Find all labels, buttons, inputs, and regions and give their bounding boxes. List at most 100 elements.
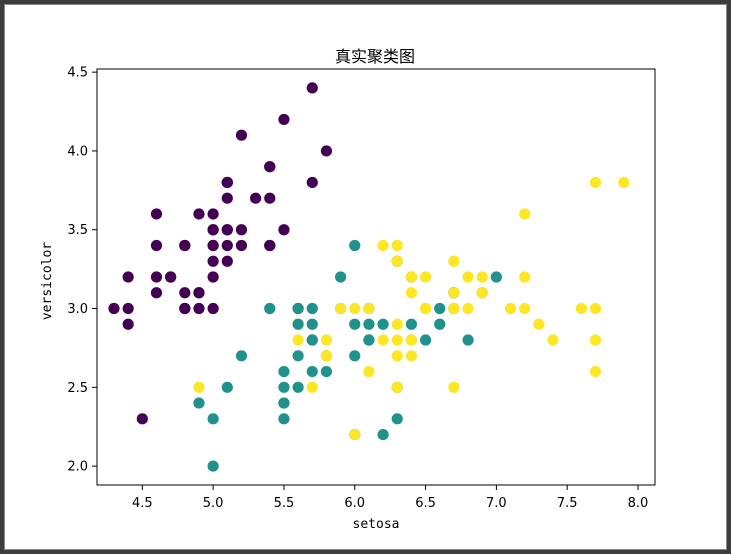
scatter-point-class0-18 [306,176,318,189]
scatter-point-class0-22 [150,208,163,220]
scatter-point-class0-16 [264,161,276,173]
scatter-point-class1-8 [434,318,446,330]
x-tick-label-3: 6.0 [344,496,365,511]
scatter-point-class1-33 [349,350,361,362]
scatter-point-class0-35 [207,271,219,283]
scatter-point-class0-49 [207,255,219,267]
scatter-point-class1-34 [264,302,276,315]
scatter-point-class2-38 [349,302,361,315]
scatter-point-class2-42 [320,350,333,362]
scatter-point-class1-47 [377,318,389,330]
scatter-point-class0-10 [264,192,276,204]
scatter-point-class2-48 [377,239,389,252]
scatter-point-class2-22 [589,334,602,346]
y-tick-label-2: 3.0 [67,302,88,317]
scatter-point-class2-11 [405,350,418,362]
scatter-point-class0-41 [136,413,148,425]
x-axis-label: setosa [353,517,400,532]
scatter-point-class0-32 [235,129,248,141]
scatter-point-class2-23 [391,350,403,362]
x-tick-label-4: 6.5 [415,496,436,511]
scatter-point-class1-9 [235,350,248,362]
scatter-point-class0-36 [278,224,290,236]
scatter-point-class2-40 [448,287,460,299]
scatter-point-class1-25 [434,302,446,315]
scatter-point-class2-9 [519,208,531,220]
scatter-point-class2-5 [575,302,587,315]
scatter-point-class0-33 [278,113,290,126]
y-tick-label-3: 3.5 [67,223,88,238]
scatter-point-class0-39 [221,239,233,252]
scatter-point-class1-37 [391,413,403,425]
scatter-point-class2-0 [391,255,403,267]
scatter-point-class1-40 [278,365,290,378]
scatter-point-class1-7 [193,397,205,409]
scatter-point-class1-48 [221,381,233,393]
scatter-point-class1-28 [349,318,361,330]
scatter-point-class1-43 [207,413,219,425]
scatter-point-class2-12 [462,302,474,315]
scatter-point-class0-15 [306,82,318,94]
scatter-point-class1-26 [462,334,474,346]
scatter-point-class0-25 [207,302,219,315]
x-tick-label-6: 7.5 [557,496,578,511]
scatter-point-class0-42 [122,271,134,283]
scatter-point-class2-49 [334,302,347,315]
scatter-point-class2-33 [391,334,403,346]
scatter-point-class1-13 [363,318,375,330]
scatter-point-class1-38 [292,302,304,315]
scatter-point-class1-49 [306,334,318,346]
scatter-point-class1-4 [419,334,432,346]
scatter-point-class0-38 [122,302,134,315]
scatter-point-class2-26 [377,334,389,346]
scatter-point-class2-8 [448,381,460,393]
scatter-point-class2-31 [618,176,630,189]
scatter-point-class2-37 [405,287,418,299]
scatter-point-class1-39 [278,381,290,393]
scatter-point-class0-6 [150,239,163,252]
scatter-point-class0-21 [221,192,233,204]
scatter-point-class0-23 [221,255,233,267]
scatter-point-class2-13 [306,381,318,393]
scatter-point-class2-27 [363,302,375,315]
scatter-point-class0-14 [320,145,333,157]
scatter-point-class2-35 [589,302,602,315]
scatter-point-class2-6 [193,381,205,393]
y-axis-label: versicolor [40,242,55,320]
scatter-point-class2-46 [391,381,403,393]
scatter-point-class0-30 [179,287,191,299]
scatter-point-class2-36 [391,239,403,252]
scatter-point-class0-45 [179,302,191,315]
scatter-point-class1-10 [207,460,219,472]
scatter-point-class1-18 [377,428,389,441]
scatter-point-class1-42 [320,365,333,378]
x-tick-label-1: 5.0 [203,496,224,511]
scatter-point-class0-31 [264,239,276,252]
scatter-point-class2-32 [405,334,418,346]
scatter-point-class2-20 [476,271,488,283]
y-axis-ticks: 2.0 2.5 3.0 3.5 4.0 4.5 [67,66,97,475]
scatter-point-class2-15 [405,271,418,283]
scatter-point-class1-29 [306,365,318,378]
scatter-point-class0-3 [150,287,163,299]
scatter-point-class1-35 [349,239,361,252]
scatter-point-class1-20 [334,271,347,283]
scatter-point-class2-10 [419,271,432,283]
scatter-point-class1-23 [363,334,375,346]
x-tick-label-0: 4.5 [132,496,153,511]
scatter-point-class2-34 [363,365,375,378]
scatter-point-class2-19 [349,428,361,441]
x-axis-ticks: 4.5 5.0 5.5 6.0 6.5 7.0 7.5 8.0 [132,485,648,511]
scatter-point-class2-2 [504,302,517,315]
y-tick-label-5: 4.5 [67,66,88,81]
scatter-point-class0-28 [235,239,248,252]
scatter-point-class0-17 [221,224,233,236]
scatter-point-class0-27 [235,224,248,236]
scatter-point-class1-45 [306,302,318,315]
scatter-point-class0-4 [207,208,219,220]
scatter-point-class2-47 [419,302,432,315]
scatter-point-class1-46 [306,318,318,330]
scatter-point-class2-3 [391,318,403,330]
points-layer [108,82,630,472]
